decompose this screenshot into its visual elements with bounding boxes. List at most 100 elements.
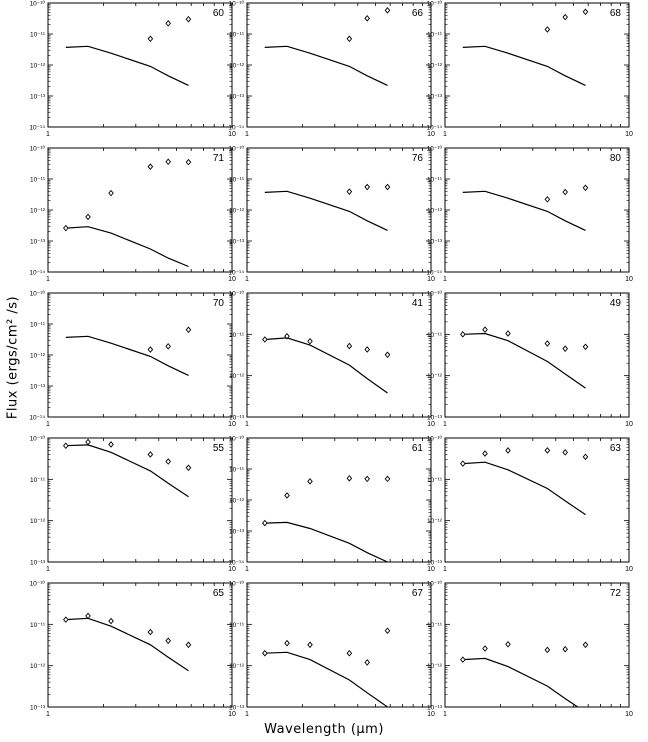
x-tick-label: 10 [228,131,236,138]
x-tick-label: 1 [443,566,447,573]
model-line [264,521,388,562]
data-point [364,183,370,191]
sed-panel-70: 10⁻¹⁴ 10⁻¹³ 10⁻¹² 10⁻¹¹ 10⁻¹⁰ 1 10 70 [29,290,236,429]
data-point [147,163,154,170]
y-tick-label: 10⁻¹² [427,663,443,670]
sed-panel-63: 10⁻¹³ 10⁻¹² 10⁻¹¹ 10⁻¹⁰ 1 10 63 [427,435,633,574]
sed-panel-65: 10⁻¹³ 10⁻¹² 10⁻¹¹ 10⁻¹⁰ 1 10 65 [30,580,236,719]
y-tick-label: 10⁻¹⁰ [427,435,443,443]
x-tick-label: 1 [245,276,249,283]
data-point [63,616,69,623]
data-point [562,645,568,653]
sed-panel-41: 10⁻¹³ 10⁻¹² 10⁻¹¹ 10⁻¹⁰ 1 10 41 [229,290,435,429]
y-tick-label: 10⁻¹² [427,518,443,525]
data-point [85,612,91,620]
data-point [63,224,69,232]
data-point [562,13,568,21]
model-line [264,651,388,707]
data-point [262,519,268,527]
data-point [108,189,114,197]
model-line [462,657,579,707]
sed-panel-49: 10⁻¹³ 10⁻¹² 10⁻¹¹ 10⁻¹⁰ 1 10 49 [427,290,633,429]
y-tick-label: 10⁻¹⁴ [228,270,244,277]
y-tick-label: 10⁻¹² [427,63,443,70]
panel-label: 80 [610,153,622,164]
data-point [482,645,488,652]
y-tick-label: 10⁻¹² [229,373,245,380]
x-tick-label: 10 [427,131,435,138]
x-tick-label: 10 [625,276,633,283]
data-point [364,475,370,483]
y-tick-label: 10⁻¹⁴ [29,125,45,132]
y-tick-label: 10⁻¹⁴ [426,125,442,132]
data-point [562,449,568,456]
plot-frame [444,437,630,563]
sed-panel-71: 10⁻¹⁴ 10⁻¹³ 10⁻¹² 10⁻¹¹ 10⁻¹⁰ 1 10 71 [29,145,236,284]
model-line [65,617,189,672]
data-point [582,343,589,351]
y-tick-label: 10⁻¹⁰ [229,0,245,8]
data-point [364,15,370,22]
y-tick-label: 10⁻¹⁴ [228,560,244,567]
plot-frame [444,582,630,708]
sed-panel-60: 10⁻¹⁴ 10⁻¹³ 10⁻¹² 10⁻¹¹ 10⁻¹⁰ 1 10 60 [29,0,236,138]
model-line [462,190,586,231]
data-point [346,649,353,657]
y-tick-label: 10⁻¹³ [427,705,443,712]
x-tick-label: 10 [625,566,633,573]
x-tick-label: 1 [46,566,50,573]
data-point [582,184,589,192]
plot-frame [47,582,233,708]
data-point [505,330,511,337]
model-line [65,45,189,86]
data-point [147,451,154,458]
y-tick-label: 10⁻¹⁰ [427,290,443,298]
model-line [462,45,586,86]
x-tick-label: 10 [228,421,236,428]
x-tick-label: 10 [228,276,236,283]
y-tick-label: 10⁻¹¹ [30,177,46,184]
data-point [307,641,313,649]
x-tick-label: 1 [443,711,447,718]
y-tick-label: 10⁻¹² [229,663,245,670]
y-tick-label: 10⁻¹¹ [229,177,245,184]
y-tick-label: 10⁻¹⁰ [30,290,46,298]
y-tick-label: 10⁻¹³ [30,705,46,712]
y-tick-label: 10⁻¹² [30,208,46,215]
x-tick-label: 1 [245,131,249,138]
data-point [544,26,551,33]
sed-panel-66: 10⁻¹⁴ 10⁻¹³ 10⁻¹² 10⁻¹¹ 10⁻¹⁰ 1 10 66 [228,0,435,138]
x-tick-label: 10 [228,566,236,573]
x-tick-label: 10 [427,711,435,718]
y-tick-label: 10⁻¹³ [30,384,46,391]
y-tick-label: 10⁻¹¹ [30,477,46,484]
panel-label: 49 [610,298,622,309]
y-tick-label: 10⁻¹⁴ [29,270,45,277]
data-point [582,453,589,461]
data-point [544,447,551,454]
data-point [185,464,192,472]
data-point [582,641,589,649]
x-axis-title: Wavelength (μm) [264,722,384,737]
data-point [307,337,313,345]
y-tick-label: 10⁻¹² [229,208,245,215]
data-point [384,475,391,483]
x-tick-label: 10 [427,566,435,573]
panel-label: 65 [213,588,225,599]
y-tick-label: 10⁻¹³ [30,560,46,567]
data-point [147,346,154,353]
x-tick-label: 1 [46,711,50,718]
y-tick-label: 10⁻¹³ [229,529,245,536]
y-tick-label: 10⁻¹¹ [427,177,443,184]
y-tick-label: 10⁻¹² [427,373,443,380]
data-point [185,641,192,649]
y-tick-label: 10⁻¹³ [427,94,443,101]
y-tick-label: 10⁻¹¹ [30,622,46,629]
y-tick-label: 10⁻¹³ [30,94,46,101]
panel-label: 60 [213,8,225,19]
sed-panel-61: 10⁻¹⁴ 10⁻¹³ 10⁻¹² 10⁻¹¹ 10⁻¹⁰ 1 10 61 [228,435,435,574]
data-point [460,460,466,467]
data-point [544,646,551,654]
model-line [462,461,586,516]
